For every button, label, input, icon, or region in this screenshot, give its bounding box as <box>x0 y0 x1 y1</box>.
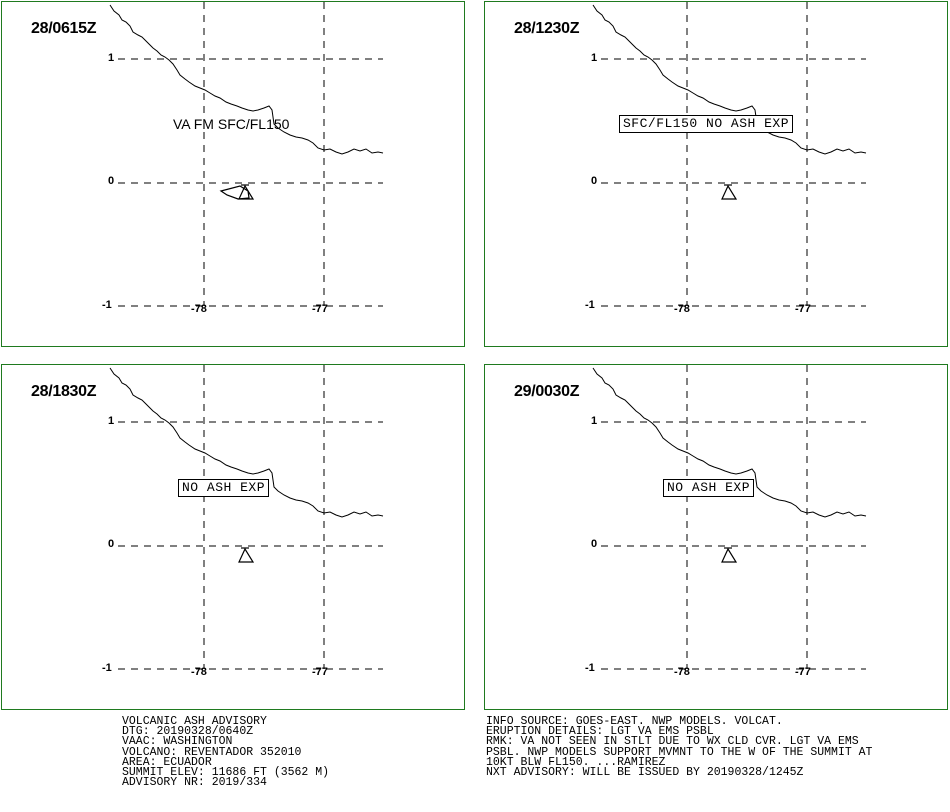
coastline <box>109 367 384 518</box>
advisory-line: ERUPTION DETAILS: LGT VA EMS PSBL <box>486 725 714 739</box>
lon-tick-minus78: -78 <box>674 666 690 678</box>
lat-tick-1: 1 <box>591 415 598 427</box>
lat-tick-0: 0 <box>108 175 115 187</box>
panel-title: 28/0615Z <box>31 20 97 37</box>
lat-tick-0: 0 <box>591 175 598 187</box>
volcano-icon <box>721 184 738 200</box>
advisory-line: NXT ADVISORY: WILL BE ISSUED BY 20190328… <box>486 765 804 779</box>
advisory-line: PSBL. NWP MODELS SUPPORT MVMNT TO THE W … <box>486 745 873 759</box>
advisory-line: VOLCANIC ASH ADVISORY <box>122 715 267 728</box>
lat-tick-1: 1 <box>591 52 598 64</box>
lon-tick-minus78: -78 <box>191 666 207 678</box>
map-panel-1: 28/0615Z 1 0 -1 -78 -77 VA FM SFC/FL150 <box>1 1 465 347</box>
volcano-icon <box>238 184 255 200</box>
ash-label-box: NO ASH EXP <box>663 479 755 497</box>
map-panel-4: 29/0030Z 1 0 -1 -78 -77 NO ASH EXP <box>484 364 948 710</box>
advisory-details-right: INFO SOURCE: GOES-EAST. NWP MODELS. VOLC… <box>486 715 873 779</box>
lon-tick-minus77: -77 <box>312 303 328 315</box>
lat-tick-0: 0 <box>108 538 115 550</box>
panel-title: 28/1830Z <box>31 383 97 400</box>
map-panel-3: 28/1830Z 1 0 -1 -78 -77 NO ASH EXP <box>1 364 465 710</box>
map-canvas <box>592 2 867 307</box>
lat-tick-0: 0 <box>591 538 598 550</box>
map-canvas <box>109 365 384 670</box>
advisory-line: AREA: ECUADOR <box>122 755 212 769</box>
lat-tick-minus1: -1 <box>102 662 112 674</box>
coastline <box>109 4 384 155</box>
lat-tick-1: 1 <box>108 415 115 427</box>
map-canvas <box>109 2 384 307</box>
ash-cloud-polygon <box>219 185 250 200</box>
advisory-line: ADVISORY NR: 2019/334 <box>122 776 267 790</box>
volcano-icon <box>238 547 255 563</box>
advisory-line: SUMMIT ELEV: 11686 FT (3562 M) <box>122 765 330 779</box>
volcano-icon <box>721 547 738 563</box>
coastline <box>592 4 867 155</box>
advisory-line: DTG: 20190328/0640Z <box>122 725 254 739</box>
lat-tick-minus1: -1 <box>102 299 112 311</box>
advisory-line: INFO SOURCE: GOES-EAST. NWP MODELS. VOLC… <box>486 715 783 728</box>
lat-tick-1: 1 <box>108 52 115 64</box>
advisory-line: RMK: VA NOT SEEN IN STLT DUE TO WX CLD C… <box>486 735 859 749</box>
map-panel-2: 28/1230Z 1 0 -1 -78 -77 SFC/FL150 NO ASH… <box>484 1 948 347</box>
lon-tick-minus78: -78 <box>191 303 207 315</box>
ash-label-box: SFC/FL150 NO ASH EXP <box>619 115 794 133</box>
map-canvas <box>592 365 867 670</box>
lon-tick-minus77: -77 <box>795 303 811 315</box>
lon-tick-minus77: -77 <box>312 666 328 678</box>
advisory-header-left: VOLCANIC ASH ADVISORY DTG: 20190328/0640… <box>122 715 330 790</box>
ash-label: VA FM SFC/FL150 <box>173 116 290 132</box>
advisory-line: VAAC: WASHINGTON <box>122 735 233 749</box>
panel-title: 29/0030Z <box>514 383 580 400</box>
lat-tick-minus1: -1 <box>585 662 595 674</box>
lat-tick-minus1: -1 <box>585 299 595 311</box>
coastline <box>592 367 867 518</box>
panel-title: 28/1230Z <box>514 20 580 37</box>
lon-tick-minus78: -78 <box>674 303 690 315</box>
lon-tick-minus77: -77 <box>795 666 811 678</box>
advisory-line: 10KT BLW FL150. ...RAMIREZ <box>486 755 666 769</box>
ash-label-box: NO ASH EXP <box>178 479 270 497</box>
advisory-line: VOLCANO: REVENTADOR 352010 <box>122 745 302 759</box>
